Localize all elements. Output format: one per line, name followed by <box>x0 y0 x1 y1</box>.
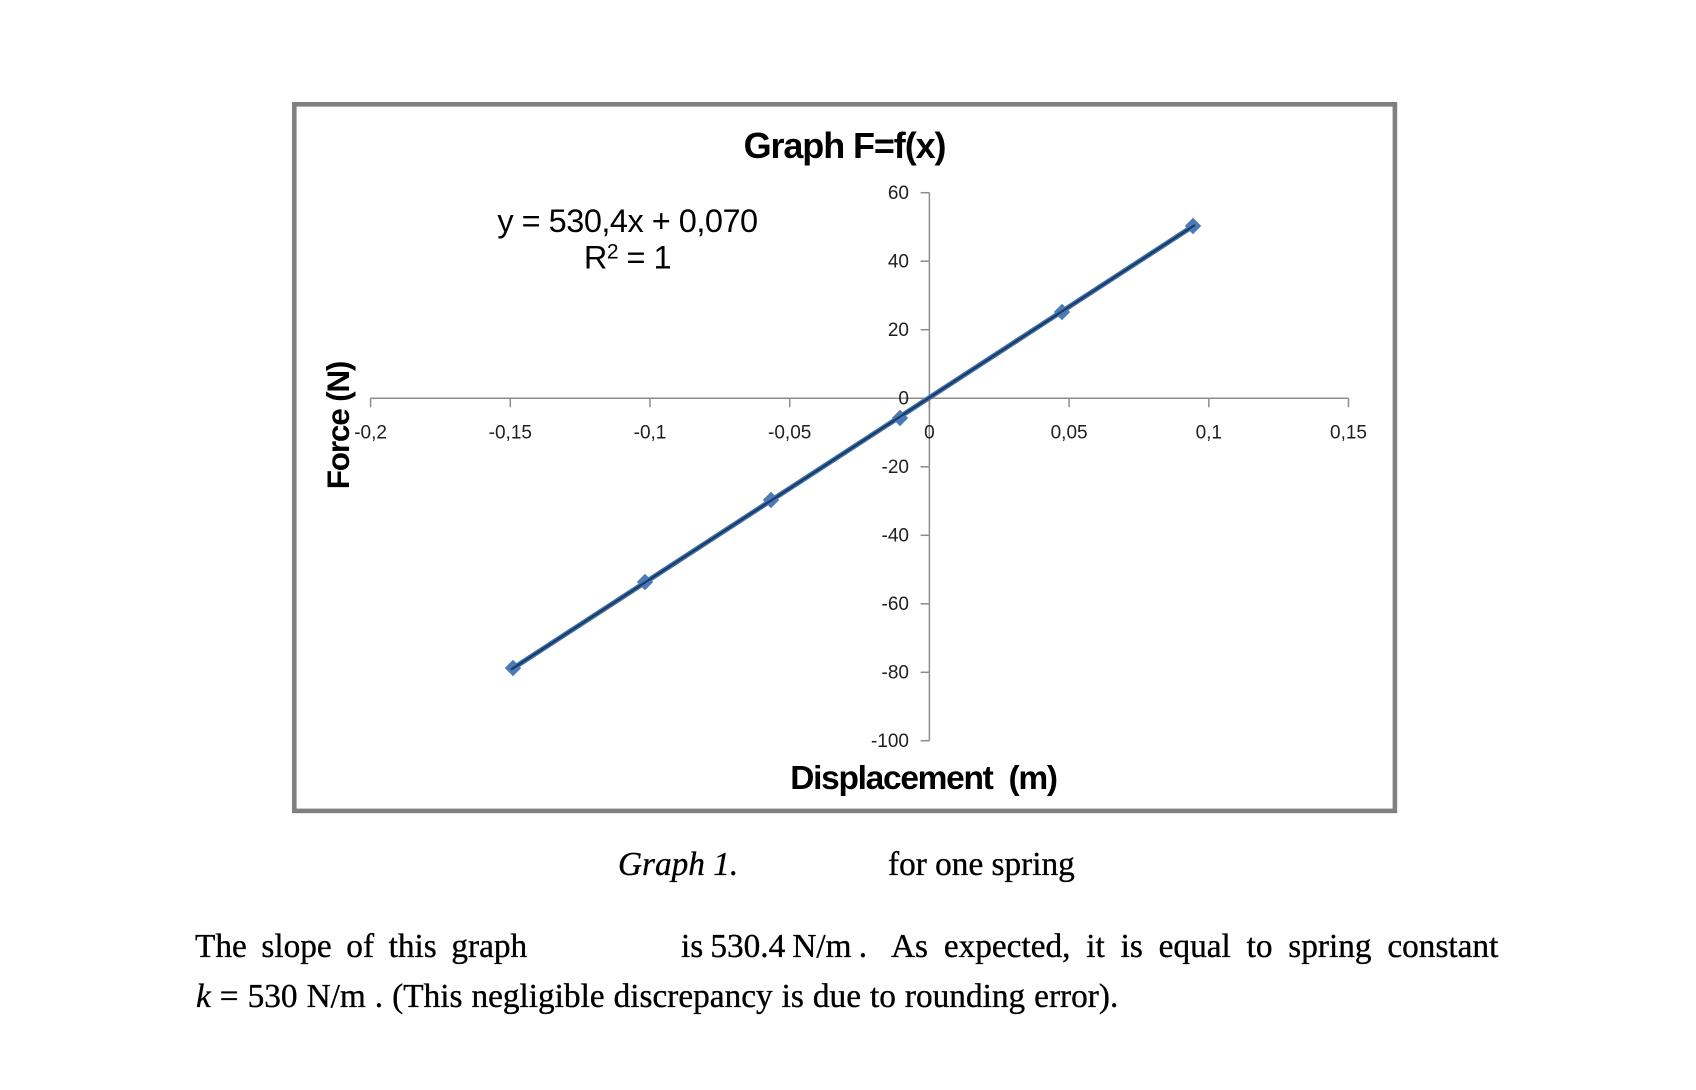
svg-text:-100: -100 <box>871 731 909 752</box>
svg-text:0,05: 0,05 <box>1051 423 1088 444</box>
svg-text:R2 = 1: R2 = 1 <box>584 240 671 276</box>
svg-text:-60: -60 <box>882 594 909 615</box>
svg-text:-0,2: -0,2 <box>354 423 387 444</box>
svg-text:0: 0 <box>924 423 935 444</box>
svg-text:-80: -80 <box>882 663 909 684</box>
svg-text:0,15: 0,15 <box>1330 423 1367 444</box>
svg-text:0: 0 <box>898 389 909 410</box>
svg-text:40: 40 <box>888 252 909 273</box>
svg-text:-20: -20 <box>882 457 909 478</box>
svg-text:-0,15: -0,15 <box>489 423 532 444</box>
svg-text:-0,05: -0,05 <box>768 423 811 444</box>
svg-text:-0,1: -0,1 <box>634 423 667 444</box>
svg-text:0,1: 0,1 <box>1196 423 1222 444</box>
svg-text:60: 60 <box>888 183 909 204</box>
svg-text:20: 20 <box>888 320 909 341</box>
svg-text:-40: -40 <box>882 526 909 547</box>
svg-text:Graph F=f(x): Graph F=f(x) <box>744 125 946 166</box>
svg-text:Force (N): Force (N) <box>320 362 356 489</box>
svg-text:Displacement (m): Displacement (m) <box>790 760 1057 797</box>
svg-text:y = 530,4x + 0,070: y = 530,4x + 0,070 <box>497 203 757 239</box>
